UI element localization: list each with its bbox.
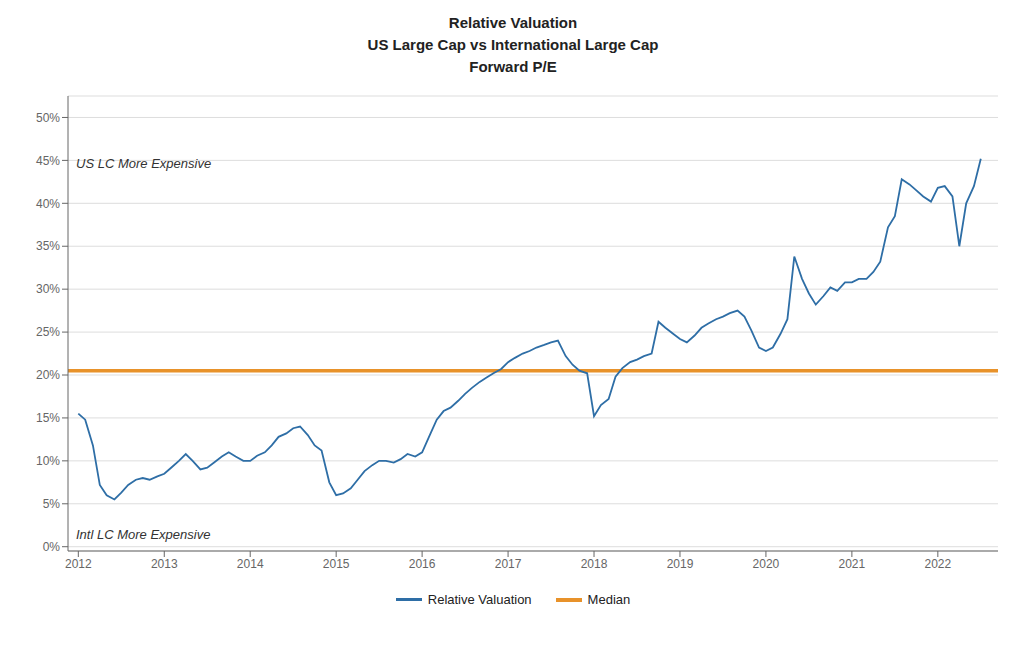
- svg-text:25%: 25%: [36, 325, 60, 339]
- svg-text:50%: 50%: [36, 111, 60, 125]
- svg-text:35%: 35%: [36, 239, 60, 253]
- svg-text:2019: 2019: [667, 557, 694, 571]
- html-text:US LC More Expensive: US LC More Expensive: [76, 156, 212, 171]
- svg-text:20%: 20%: [36, 368, 60, 382]
- svg-text:2012: 2012: [65, 557, 92, 571]
- svg-text:2022: 2022: [924, 557, 951, 571]
- svg-text:2013: 2013: [151, 557, 178, 571]
- svg-text:10%: 10%: [36, 454, 60, 468]
- html-text:Relative Valuation: Relative Valuation: [427, 592, 532, 607]
- svg-text:45%: 45%: [36, 154, 60, 168]
- svg-text:2018: 2018: [581, 557, 608, 571]
- html-text:Intl LC More Expensive: Intl LC More Expensive: [76, 527, 211, 542]
- svg-text:2015: 2015: [323, 557, 350, 571]
- html-text:Median: Median: [587, 592, 631, 607]
- svg-text:2014: 2014: [237, 557, 264, 571]
- svg-text:2020: 2020: [753, 557, 780, 571]
- svg-text:40%: 40%: [36, 197, 60, 211]
- svg-text:0%: 0%: [43, 540, 61, 554]
- svg-text:15%: 15%: [36, 411, 60, 425]
- html-text:Relative Valuation US Large Ca: Relative Valuation US Large Cap vs Inter…: [367, 14, 659, 75]
- svg-text:5%: 5%: [43, 497, 61, 511]
- svg-text:2016: 2016: [409, 557, 436, 571]
- svg-text:2021: 2021: [839, 557, 866, 571]
- svg-text:30%: 30%: [36, 282, 60, 296]
- svg-text:2017: 2017: [495, 557, 522, 571]
